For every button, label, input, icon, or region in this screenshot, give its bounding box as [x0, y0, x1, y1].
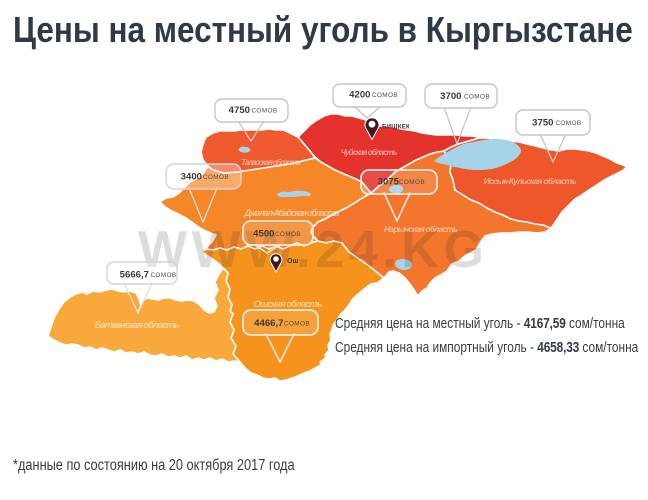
- svg-text:Нарынская область: Нарынская область: [384, 224, 458, 234]
- svg-text:СОМОВ: СОМОВ: [151, 272, 177, 279]
- svg-text:БИШКЕК: БИШКЕК: [382, 124, 411, 131]
- svg-text:4750: 4750: [229, 105, 250, 116]
- svg-text:3400: 3400: [181, 172, 202, 183]
- svg-text:4500: 4500: [253, 229, 274, 240]
- svg-text:СОМОВ: СОМОВ: [556, 120, 582, 127]
- svg-text:Иссык-Кульская область: Иссык-Кульская область: [484, 176, 577, 186]
- svg-text:СОМОВ: СОМОВ: [252, 108, 278, 115]
- svg-text:4200: 4200: [349, 90, 370, 101]
- svg-text:3700: 3700: [440, 91, 461, 102]
- svg-text:4466,7: 4466,7: [254, 318, 283, 329]
- svg-text:5666,7: 5666,7: [120, 270, 149, 281]
- svg-text:Ош: Ош: [287, 258, 298, 265]
- svg-text:Чуйская область: Чуйская область: [341, 148, 398, 157]
- svg-text:WWW.24.KG: WWW.24.KG: [138, 221, 489, 279]
- svg-text:Баткенская область: Баткенская область: [95, 320, 180, 331]
- svg-text:СОМОВ: СОМОВ: [372, 92, 398, 99]
- svg-text:СОМОВ: СОМОВ: [399, 179, 425, 186]
- svg-text:Ошская область: Ошская область: [254, 299, 323, 310]
- svg-text:3075: 3075: [378, 177, 400, 188]
- svg-text:СОМОВ: СОМОВ: [464, 94, 490, 101]
- svg-text:СОМОВ: СОМОВ: [203, 174, 229, 181]
- svg-text:3750: 3750: [532, 118, 553, 129]
- svg-text:СОМОВ: СОМОВ: [284, 321, 310, 328]
- svg-text:Джалал-Абадская область: Джалал-Абадская область: [244, 208, 340, 218]
- svg-text:СОМОВ: СОМОВ: [275, 231, 301, 238]
- svg-text:Таласская область: Таласская область: [241, 158, 301, 167]
